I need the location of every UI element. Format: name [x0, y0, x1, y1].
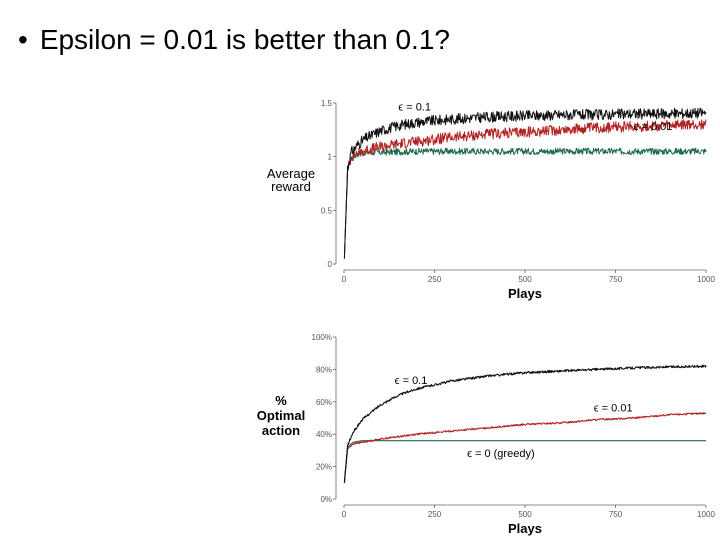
bullet: • — [18, 24, 28, 55]
x-tick-label: 500 — [518, 275, 532, 284]
series-label-eps-0-01: ϵ = 0.01 — [594, 403, 633, 415]
x-axis-title: Plays — [508, 286, 542, 301]
optimal-action-chart: 0% 20% 40% 60% 80% 100% 0 250 500 750 1000 Plays%Op… — [257, 333, 716, 536]
y-tick-label: 0% — [320, 495, 332, 504]
x-tick-label: 750 — [609, 510, 623, 519]
y-tick-label: 1 — [328, 153, 333, 162]
series-label-eps-0-1: ϵ = 0.1 — [398, 102, 431, 114]
y-tick-label: 0 — [328, 260, 333, 269]
series-line-eps-0 — [343, 147, 707, 259]
y-tick-label: 60% — [316, 398, 332, 407]
y-tick-label: 80% — [316, 365, 332, 374]
x-tick-label: 0 — [342, 275, 347, 284]
x-tick-label: 1000 — [697, 275, 715, 284]
series-line-eps-0-01 — [343, 119, 707, 259]
series-line-eps-0-1 — [343, 107, 707, 259]
x-tick-label: 500 — [518, 510, 532, 519]
x-tick-label: 0 — [342, 510, 347, 519]
y-axis-title-line: Optimal — [257, 408, 305, 423]
y-tick-label: 0.5 — [321, 206, 333, 215]
average-reward-chart: 0 0.5 1 1.5 0 250 500 750 1000 Plays Averagereward… — [267, 99, 716, 301]
y-tick-label: 40% — [316, 430, 332, 439]
y-axis-title-line: % — [275, 393, 287, 408]
series-line-eps-0-1 — [343, 364, 707, 483]
x-tick-label: 750 — [609, 275, 623, 284]
y-tick-label: 20% — [316, 463, 332, 472]
y-tick-label: 1.5 — [321, 99, 333, 108]
x-axis-title: Plays — [508, 521, 542, 536]
series-label-eps-0: ϵ = 0 (greedy) — [467, 448, 535, 460]
series-label-eps-0-01: ϵ = 0.01 — [634, 121, 673, 133]
x-tick-label: 1000 — [697, 510, 715, 519]
series-line-eps-0 — [343, 440, 707, 483]
x-tick-label: 250 — [428, 275, 442, 284]
x-tick-label: 250 — [428, 510, 442, 519]
slide-title: • Epsilon = 0.01 is better than 0.1? — [18, 24, 450, 56]
series-label-eps-0-1: ϵ = 0.1 — [395, 375, 428, 387]
series-line-eps-0-01 — [343, 412, 707, 483]
y-axis-title-line: Average — [267, 166, 315, 181]
y-tick-label: 100% — [312, 333, 332, 342]
y-axis-title-line: action — [262, 423, 300, 438]
y-axis-title-line: reward — [271, 179, 311, 194]
slide-title-text: Epsilon = 0.01 is better than 0.1? — [39, 24, 450, 55]
